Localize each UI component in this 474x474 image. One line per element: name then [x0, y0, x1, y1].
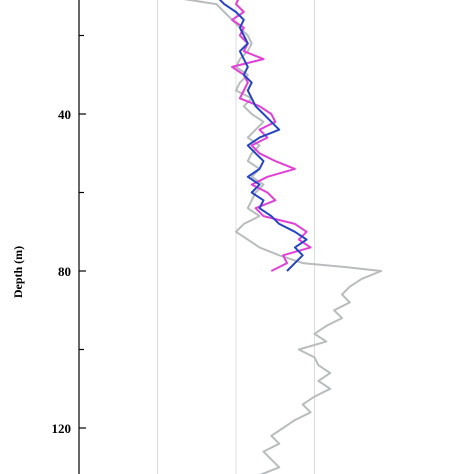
series-lines: [183, 0, 383, 474]
gridlines: [157, 0, 315, 474]
y-tick-label-120: 120: [52, 421, 72, 436]
series-line-blue: [218, 0, 308, 272]
y-tick-label-40: 40: [58, 107, 71, 122]
y-axis-title: Depth (m): [11, 246, 25, 298]
y-tick-label-80: 80: [58, 264, 71, 279]
series-line-magenta: [231, 0, 312, 272]
y-axis-ticks: 40 80 120: [52, 34, 86, 436]
series-line-gray: [183, 0, 383, 474]
